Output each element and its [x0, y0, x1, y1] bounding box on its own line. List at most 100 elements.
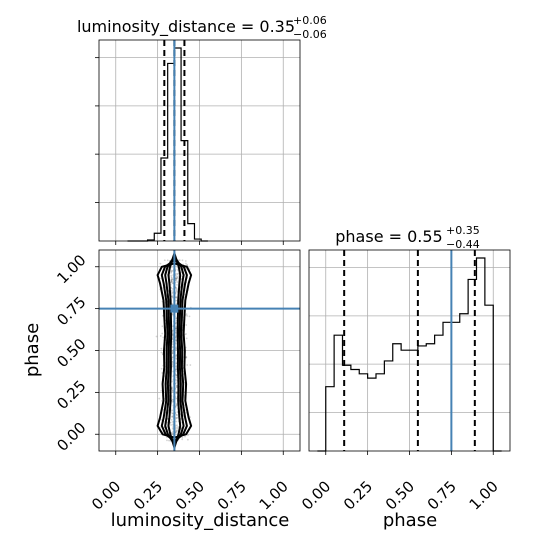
sample-point: [176, 284, 178, 286]
sample-point: [170, 269, 173, 272]
phase-xtick-label: 0.75: [424, 477, 460, 513]
sample-point: [171, 387, 173, 390]
sample-point: [160, 389, 163, 392]
sample-point: [175, 326, 178, 328]
sample-point: [175, 277, 178, 280]
sample-point: [185, 356, 188, 359]
sample-point: [171, 416, 174, 418]
sample-point: [159, 335, 162, 337]
sample-point: [170, 280, 173, 283]
sample-point: [171, 336, 174, 339]
sample-point: [170, 274, 173, 277]
sample-point: [171, 296, 174, 299]
sample-point: [170, 279, 173, 282]
sample-point: [171, 360, 174, 363]
sample-point: [175, 430, 178, 433]
sample-point: [171, 350, 174, 353]
sample-point: [171, 334, 174, 337]
sample-point: [170, 271, 173, 274]
sample-point: [177, 273, 179, 275]
sample-point: [170, 418, 173, 421]
sample-point: [175, 331, 177, 334]
sample-point: [175, 416, 178, 419]
sample-point: [175, 365, 177, 368]
sample-point: [187, 434, 189, 437]
sample-point: [166, 259, 169, 262]
sample-point: [174, 272, 177, 275]
sample-point: [178, 259, 181, 262]
sample-point: [170, 415, 173, 418]
sample-point: [181, 259, 184, 262]
sample-point: [160, 347, 163, 350]
luminosity-distance-title-main: luminosity_distance = 0.35: [77, 17, 295, 37]
sample-point: [171, 278, 173, 281]
sample-point: [175, 277, 178, 280]
sample-point: [180, 278, 183, 281]
sample-point: [175, 357, 178, 360]
sample-point: [181, 436, 184, 439]
sample-point: [171, 362, 174, 365]
sample-point: [170, 278, 173, 281]
sample-point: [174, 378, 177, 381]
sample-point: [155, 335, 158, 338]
phase-title: phase = 0.55: [335, 227, 442, 246]
sample-point: [175, 374, 178, 376]
sample-point: [158, 397, 161, 400]
sample-point: [171, 360, 174, 363]
sample-point: [160, 351, 163, 354]
sample-point: [185, 355, 188, 358]
sample-point: [176, 281, 179, 283]
joint-xtick-label: 0.50: [172, 477, 208, 513]
sample-point: [171, 329, 174, 332]
joint-panel: 0.000.000.250.250.500.500.750.751.001.00: [53, 249, 301, 514]
sample-point: [175, 386, 178, 389]
phase-histogram: [317, 257, 502, 452]
sample-point: [171, 363, 174, 366]
sample-point: [184, 435, 186, 438]
sample-point: [175, 392, 178, 395]
sample-point: [171, 346, 174, 349]
luminosity-distance-title: luminosity_distance = 0.35: [77, 17, 295, 37]
sample-point: [170, 266, 173, 269]
sample-point: [175, 354, 178, 357]
sample-point: [175, 392, 178, 394]
phase-xtick-label: 0.00: [298, 477, 334, 513]
sample-point: [160, 419, 163, 421]
sample-point: [175, 286, 178, 289]
sample-point: [171, 380, 173, 383]
y-axis-label-phase: phase: [22, 323, 43, 377]
sample-point: [171, 338, 174, 340]
sample-point: [170, 424, 172, 426]
sample-point: [171, 389, 174, 392]
sample-point: [175, 275, 178, 278]
sample-point: [175, 362, 177, 365]
sample-point: [181, 438, 184, 441]
sample-point: [186, 314, 189, 317]
sample-point: [175, 391, 178, 393]
sample-point: [170, 277, 173, 279]
sample-point: [176, 411, 179, 413]
sample-point: [163, 259, 166, 262]
sample-point: [171, 303, 174, 305]
phase-title-upper: +0.35: [446, 224, 480, 237]
sample-point: [170, 279, 173, 282]
sample-point: [169, 421, 172, 424]
sample-point: [171, 409, 173, 411]
sample-point: [186, 438, 189, 441]
luminosity-distance-title-upper: +0.06: [293, 14, 327, 27]
sample-point: [171, 313, 174, 315]
sample-point: [172, 343, 174, 346]
sample-point: [185, 262, 187, 265]
sample-point: [176, 426, 179, 429]
sample-point: [185, 313, 188, 316]
joint-ytick-label: 0.50: [53, 335, 89, 371]
sample-point: [185, 333, 187, 335]
sample-point: [171, 433, 174, 436]
sample-point: [176, 424, 178, 427]
sample-point: [175, 404, 178, 407]
x-axis-label-phase: phase: [383, 510, 437, 531]
sample-point: [161, 332, 164, 335]
sample-point: [171, 313, 174, 316]
sample-point: [175, 287, 178, 290]
